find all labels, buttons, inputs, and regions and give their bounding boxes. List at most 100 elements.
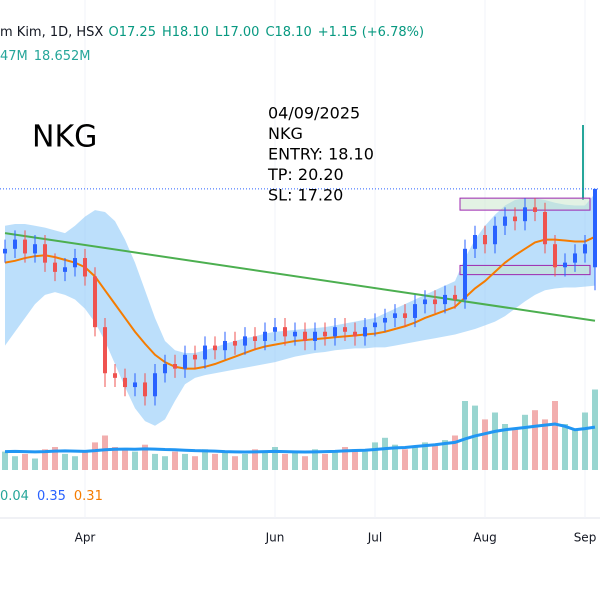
volume-bar xyxy=(502,424,508,470)
candle-body xyxy=(113,373,117,378)
volume-bar xyxy=(152,453,158,470)
volume-bar xyxy=(432,444,438,470)
volume-bar xyxy=(222,451,228,470)
annotation-line: ENTRY: 18.10 xyxy=(268,145,374,164)
volume-bar xyxy=(132,451,138,470)
candle-body xyxy=(513,216,517,222)
candle-body xyxy=(393,313,397,318)
candle-body xyxy=(173,364,177,369)
zone-box xyxy=(459,264,591,276)
volume-bar xyxy=(2,451,8,470)
volume-ma-line xyxy=(4,422,596,454)
candle-body xyxy=(153,373,157,397)
volume-bar xyxy=(372,442,378,470)
volume-bar xyxy=(352,449,358,470)
candle-body xyxy=(573,253,577,263)
candle-body xyxy=(593,188,597,268)
volume-bar xyxy=(522,414,528,470)
ma-line xyxy=(4,235,596,370)
header-item: 18.652M xyxy=(34,49,91,64)
candle-body xyxy=(433,299,437,305)
candle-body xyxy=(353,331,357,337)
candle-body xyxy=(233,340,237,346)
header-item: 47M xyxy=(0,49,28,64)
volume-bar xyxy=(62,453,68,470)
candle-body xyxy=(373,322,377,328)
candle-body xyxy=(443,294,447,305)
volume-bar xyxy=(182,453,188,470)
volume-bar xyxy=(582,412,588,470)
header-item: 0.31 xyxy=(74,489,103,504)
annotation-line: SL: 17.20 xyxy=(268,186,343,205)
header-item: H18.10 xyxy=(162,25,209,40)
volume-bar xyxy=(52,447,58,470)
candle-body xyxy=(503,216,507,226)
candle-body xyxy=(203,345,207,360)
volume-bar xyxy=(332,451,338,470)
candle-body xyxy=(253,336,257,341)
volume-bar xyxy=(32,458,38,470)
candle-body xyxy=(23,239,27,254)
candle-body xyxy=(13,239,17,249)
volume-bar xyxy=(392,444,398,470)
header-line: m Kim, 1D, HSX O17.25 H18.10 L17.00 C18.10 +1… xyxy=(0,25,424,40)
candle-body xyxy=(73,258,77,268)
candle-body xyxy=(133,382,137,388)
volume-bar xyxy=(542,419,548,470)
candle-body xyxy=(83,258,87,277)
volume-bar xyxy=(532,410,538,470)
volume-bar xyxy=(322,453,328,470)
candle-body xyxy=(563,262,567,268)
candle-body xyxy=(33,244,37,254)
candle-body xyxy=(543,211,547,245)
candle-body xyxy=(533,207,537,212)
volume-bar xyxy=(232,456,238,470)
volume-bar xyxy=(452,435,458,470)
candle-body xyxy=(93,276,97,328)
symbol: NKG xyxy=(32,120,97,155)
volume-bar xyxy=(592,389,598,470)
volume-bar xyxy=(202,449,208,470)
volume-bar xyxy=(302,456,308,470)
candle-body xyxy=(123,377,127,388)
header-item: +1.15 (+6.78%) xyxy=(318,25,424,40)
volume-bar xyxy=(422,442,428,470)
candle-body xyxy=(453,294,457,300)
trendline xyxy=(4,232,596,322)
volume-bar xyxy=(462,401,468,470)
candle-body xyxy=(483,235,487,245)
volume-bar xyxy=(42,449,48,470)
candle-body xyxy=(293,331,297,337)
volume-bar xyxy=(242,453,248,470)
candle-body xyxy=(223,340,227,351)
candle-body xyxy=(343,327,347,332)
volume-bar xyxy=(362,451,368,470)
candle-body xyxy=(403,313,407,318)
volume-bar xyxy=(402,449,408,470)
annotation-line: TP: 20.20 xyxy=(267,165,344,184)
volume-bar xyxy=(22,453,28,470)
candle-body xyxy=(413,304,417,318)
volume-bar xyxy=(342,447,348,470)
volume-bar xyxy=(112,447,118,470)
volume-legend: 47M 18.652M xyxy=(0,49,90,64)
volume-bar xyxy=(212,453,218,470)
candle-body xyxy=(383,317,387,323)
candle-body xyxy=(303,331,307,341)
candle-body xyxy=(243,336,247,346)
candle-body xyxy=(463,248,467,300)
candle-body xyxy=(143,382,147,397)
volume-bar xyxy=(272,447,278,470)
volume-bar xyxy=(252,449,258,470)
x-tick-label: Jul xyxy=(367,531,382,545)
candle-body xyxy=(213,345,217,351)
x-tick-label: Aug xyxy=(473,531,496,545)
candle-body xyxy=(283,327,287,337)
candle-body xyxy=(43,244,47,263)
annotation-line: NKG xyxy=(268,124,303,143)
x-tick-label: Sep xyxy=(574,531,597,545)
oscillator-legend: 0.04 0.35 0.31 xyxy=(0,489,103,504)
volume-bar xyxy=(572,428,578,470)
volume-bar xyxy=(292,451,298,470)
